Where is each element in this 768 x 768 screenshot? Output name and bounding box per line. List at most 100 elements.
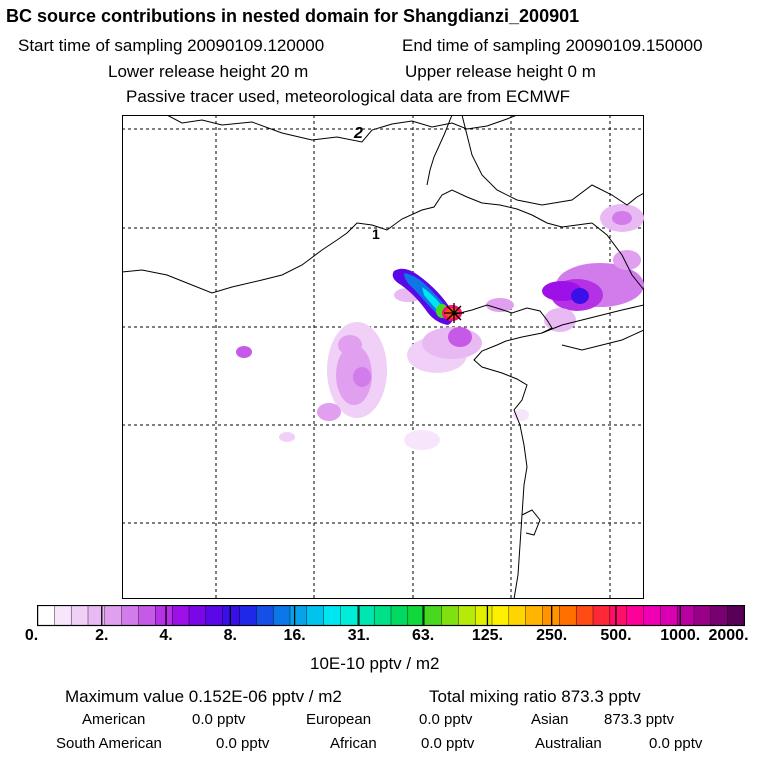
concentration-map: 2 1 <box>122 115 644 599</box>
region-name-asian: Asian <box>531 711 569 728</box>
colorbar-cell <box>508 605 527 626</box>
colorbar-tick-label: 63. <box>412 627 435 644</box>
colorbar-cell <box>643 605 661 626</box>
colorbar-cell <box>525 605 544 626</box>
colorbar-cell <box>323 605 342 626</box>
colorbar-cell <box>357 605 375 626</box>
colorbar-cell <box>474 605 493 626</box>
colorbar-cell <box>188 605 207 626</box>
colorbar-cell <box>373 605 392 626</box>
colorbar-cell <box>70 605 89 626</box>
colorbar-cell <box>340 605 358 626</box>
colorbar-cell <box>458 605 476 626</box>
colorbar-cell <box>710 605 729 626</box>
sampling-start-text: Start time of sampling 20090109.120000 <box>18 36 325 55</box>
colorbar-cell <box>104 605 123 626</box>
colorbar-tick-label: 0. <box>24 627 39 644</box>
colorbar-cell <box>693 605 712 626</box>
colorbar-cell <box>205 605 224 626</box>
colorbar-cell <box>609 605 628 626</box>
plume-blob <box>486 298 514 312</box>
coastline <box>461 115 644 206</box>
plume-blob <box>338 335 362 355</box>
colorbar-tick-label: 2. <box>95 627 109 644</box>
region-value-asian: 873.3 pptv <box>604 711 675 728</box>
coastline <box>166 115 518 143</box>
region-value-australian: 0.0 pptv <box>649 735 703 752</box>
plot-title: BC source contributions in nested domain… <box>6 6 580 26</box>
colorbar-cell <box>575 605 594 626</box>
colorbar-tick-label: 8. <box>223 627 237 644</box>
coastline <box>561 329 644 351</box>
colorbar-cell <box>138 605 156 626</box>
colorbar-cell <box>626 605 645 626</box>
colorbar-cell <box>559 605 577 626</box>
colorbar-cell <box>87 605 106 626</box>
colorbar-cells <box>37 605 745 626</box>
colorbar-cell <box>222 605 241 626</box>
colorbar-cell <box>37 605 55 626</box>
colorbar-cell <box>155 605 173 626</box>
plume-blob <box>544 308 576 332</box>
plume-blob <box>612 211 632 225</box>
colorbar-cell <box>256 605 274 626</box>
colorbar-cell <box>171 605 190 626</box>
colorbar-cell <box>121 605 140 626</box>
region-name-european: European <box>306 711 372 728</box>
plume-blob <box>353 367 371 387</box>
total-mixing-ratio-text: Total mixing ratio 873.3 pptv <box>429 687 641 706</box>
plume-blob <box>279 432 295 442</box>
plume-blob <box>513 409 529 421</box>
colorbar-major-ticks <box>37 605 745 626</box>
colorbar-cell <box>54 605 72 626</box>
plume-blob <box>448 327 472 347</box>
colorbar-cell <box>239 605 257 626</box>
colorbar-cell <box>441 605 459 626</box>
region-name-australian: Australian <box>535 735 602 752</box>
colorbar-cell <box>289 605 308 626</box>
plume-blob <box>404 430 440 450</box>
region-value-south-american: 0.0 pptv <box>216 735 270 752</box>
colorbar-units: 10E-10 pptv / m2 <box>310 654 440 673</box>
colorbar-cell <box>390 605 409 626</box>
plume-blob <box>236 346 252 358</box>
colorbar-tick-label: 1000. <box>660 627 701 644</box>
region-value-african: 0.0 pptv <box>421 735 475 752</box>
coastline <box>122 189 593 294</box>
maximum-value-text: Maximum value 0.152E-06 pptv / m2 <box>65 687 342 706</box>
colorbar-cell <box>407 605 426 626</box>
plume-field <box>236 204 644 450</box>
colorbar-tick-label: 250. <box>536 627 568 644</box>
colorbar-cell <box>592 605 611 626</box>
plume-blob <box>613 250 641 270</box>
region-name-african: African <box>330 735 377 752</box>
colorbar-tick-label: 4. <box>159 627 173 644</box>
colorbar-tick-label: 2000. <box>708 627 749 644</box>
colorbar-cell <box>491 605 510 626</box>
colorbar-tick-label: 16. <box>283 627 306 644</box>
coastline <box>541 304 644 334</box>
colorbar-cell <box>306 605 325 626</box>
coastline <box>426 115 453 186</box>
colorbar-tick-label: 125. <box>471 627 503 644</box>
contour-label: 1 <box>372 226 380 242</box>
lower-release-height-text: Lower release height 20 m <box>108 62 309 81</box>
colorbar-cell <box>424 605 443 626</box>
colorbar-tick-label: 500. <box>600 627 632 644</box>
tracer-note-text: Passive tracer used, meteorological data… <box>126 87 571 106</box>
sampling-end-text: End time of sampling 20090109.150000 <box>402 36 703 55</box>
grid-lines <box>122 115 644 599</box>
colorbar-cell <box>660 605 678 626</box>
region-value-european: 0.0 pptv <box>419 711 473 728</box>
colorbar-cell <box>727 605 745 626</box>
region-value-american: 0.0 pptv <box>192 711 246 728</box>
region-name-american: American <box>82 711 146 728</box>
upper-release-height-text: Upper release height 0 m <box>405 62 596 81</box>
colorbar-cell <box>272 605 291 626</box>
contour-label: 2 <box>353 125 363 142</box>
coastlines <box>122 115 644 599</box>
plume-blob <box>317 403 341 421</box>
receptor-star-icon <box>444 303 464 323</box>
colorbar-tick-label: 31. <box>347 627 370 644</box>
coastline <box>451 304 553 599</box>
